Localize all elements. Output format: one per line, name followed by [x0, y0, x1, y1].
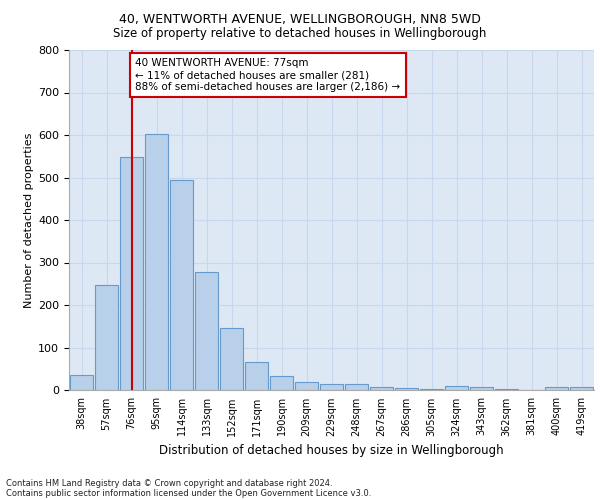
Bar	[70, 375, 93, 390]
Bar	[545, 386, 568, 390]
Text: 40, WENTWORTH AVENUE, WELLINGBOROUGH, NN8 5WD: 40, WENTWORTH AVENUE, WELLINGBOROUGH, NN…	[119, 12, 481, 26]
Bar	[195, 272, 218, 390]
Bar	[445, 386, 468, 390]
Bar	[145, 134, 168, 390]
Bar	[170, 180, 193, 390]
Bar	[395, 388, 418, 390]
Bar	[245, 362, 268, 390]
Text: Contains public sector information licensed under the Open Government Licence v3: Contains public sector information licen…	[6, 488, 371, 498]
Bar	[570, 386, 593, 390]
X-axis label: Distribution of detached houses by size in Wellingborough: Distribution of detached houses by size …	[159, 444, 504, 457]
Bar	[345, 384, 368, 390]
Bar	[470, 386, 493, 390]
Bar	[270, 376, 293, 390]
Text: Size of property relative to detached houses in Wellingborough: Size of property relative to detached ho…	[113, 28, 487, 40]
Bar	[495, 388, 518, 390]
Bar	[420, 388, 443, 390]
Text: Contains HM Land Registry data © Crown copyright and database right 2024.: Contains HM Land Registry data © Crown c…	[6, 478, 332, 488]
Bar	[95, 284, 118, 390]
Bar	[220, 328, 243, 390]
Bar	[320, 384, 343, 390]
Bar	[370, 386, 393, 390]
Bar	[120, 157, 143, 390]
Y-axis label: Number of detached properties: Number of detached properties	[24, 132, 34, 308]
Text: 40 WENTWORTH AVENUE: 77sqm
← 11% of detached houses are smaller (281)
88% of sem: 40 WENTWORTH AVENUE: 77sqm ← 11% of deta…	[135, 58, 400, 92]
Bar	[295, 382, 318, 390]
